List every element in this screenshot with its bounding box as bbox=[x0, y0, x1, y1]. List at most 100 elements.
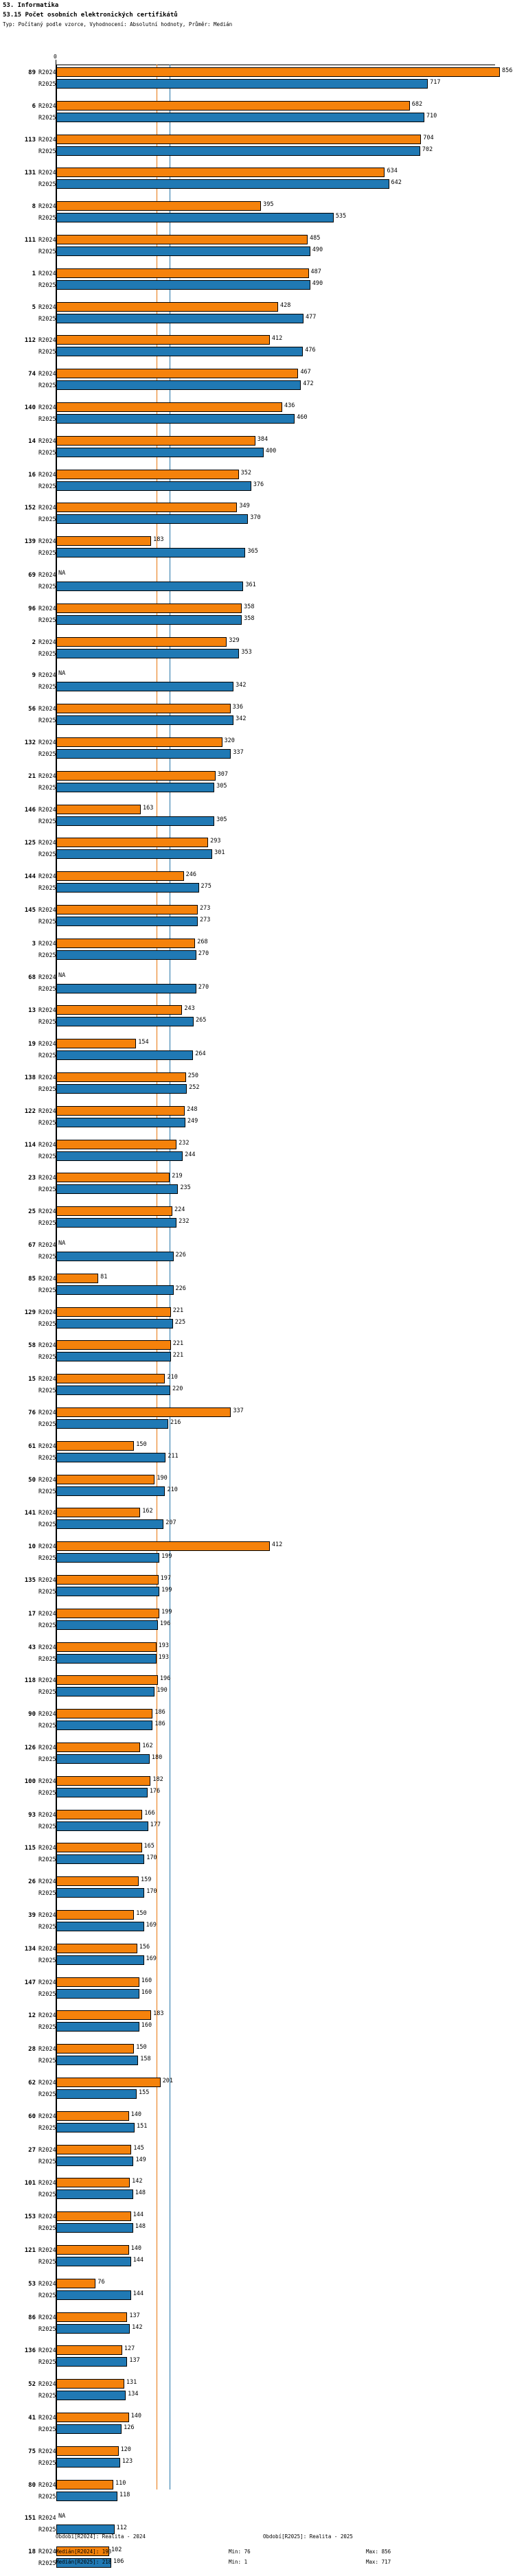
bar-value-label: 162 bbox=[142, 1743, 153, 1749]
bar bbox=[56, 514, 249, 525]
series-row-label: R2024 bbox=[38, 270, 56, 277]
bar-group: 136 R2024 127 R2025 137 bbox=[0, 2343, 515, 2376]
category-label: 113 bbox=[24, 136, 36, 143]
series-row-label: R2025 bbox=[38, 2560, 56, 2568]
bar-group: 100 R2024 182 R2025 176 bbox=[0, 1773, 515, 1807]
bar-value-label: 170 bbox=[146, 1888, 157, 1896]
category-label: 145 bbox=[24, 907, 36, 914]
bar-value-label: 177 bbox=[150, 1821, 161, 1828]
bar-value-label: 131 bbox=[126, 2379, 137, 2387]
bar-value-label: 127 bbox=[124, 2345, 135, 2353]
category-label: 53 bbox=[28, 2280, 36, 2288]
series-row-label: R2024 bbox=[38, 1577, 56, 1584]
series-row-label: R2025 bbox=[38, 1153, 56, 1160]
bar-value-label: 365 bbox=[247, 548, 258, 555]
bar-value-label: 270 bbox=[198, 950, 209, 957]
bar-value-label: NA bbox=[58, 1240, 66, 1247]
bar-value-label: 353 bbox=[241, 648, 252, 656]
bar-value-label: 264 bbox=[195, 1050, 206, 1058]
bar bbox=[56, 2089, 137, 2099]
bar-value-label: 156 bbox=[139, 1943, 150, 1951]
series-row-label: R2025 bbox=[38, 349, 56, 356]
series-row-label: R2024 bbox=[38, 672, 56, 680]
bar bbox=[56, 2010, 152, 2021]
series-row-label: R2025 bbox=[38, 1053, 56, 1060]
category-label: 41 bbox=[28, 2415, 36, 2422]
bar bbox=[56, 380, 301, 391]
bar-group: 126 R2024 162 R2025 180 bbox=[0, 1740, 515, 1773]
bar-group: 129 R2024 221 R2025 225 bbox=[0, 1304, 515, 1338]
series-row-label: R2025 bbox=[38, 1756, 56, 1763]
series-row-label: R2024 bbox=[38, 2415, 56, 2422]
bar-value-label: 710 bbox=[426, 112, 437, 119]
category-label: 89 bbox=[28, 69, 36, 76]
bar bbox=[56, 67, 501, 77]
bar-group: 115 R2024 165 R2025 170 bbox=[0, 1840, 515, 1874]
category-label: 90 bbox=[28, 1711, 36, 1718]
bar-value-label: 180 bbox=[151, 1754, 163, 1761]
series-row-label: R2025 bbox=[38, 784, 56, 792]
bar-value-label: 349 bbox=[239, 503, 250, 510]
bar-group: 68 R2024 NA R2025 270 bbox=[0, 969, 515, 1003]
series-row-label: R2025 bbox=[38, 2459, 56, 2467]
bar bbox=[56, 1553, 160, 1563]
page-title: 53.15 Počet osobních elektronických cert… bbox=[3, 12, 178, 19]
bar-value-label: 305 bbox=[216, 816, 227, 823]
bar bbox=[56, 1486, 165, 1496]
bar-value-label: 477 bbox=[305, 313, 317, 321]
bar-value-label: 342 bbox=[236, 682, 247, 689]
bar bbox=[56, 313, 304, 323]
stat-max-2024: Max: 856 bbox=[366, 2549, 391, 2555]
bar bbox=[56, 1821, 148, 1831]
bar-value-label: 120 bbox=[120, 2446, 131, 2453]
stat-median-2024: Medián[R2024]: 193 bbox=[56, 2549, 112, 2555]
series-row-label: R2024 bbox=[38, 974, 56, 981]
category-label: 111 bbox=[24, 237, 36, 244]
bar-value-label: 642 bbox=[391, 179, 402, 187]
bar bbox=[56, 481, 251, 491]
series-row-label: R2024 bbox=[38, 1543, 56, 1551]
bar-value-label: NA bbox=[58, 971, 66, 979]
category-label: 50 bbox=[28, 1476, 36, 1484]
bar bbox=[56, 1775, 151, 1786]
bar-value-label: 151 bbox=[136, 2122, 148, 2130]
series-row-label: R2025 bbox=[38, 1119, 56, 1127]
bar bbox=[56, 1407, 231, 1417]
category-label: 8 bbox=[32, 203, 36, 211]
bar bbox=[56, 1139, 177, 1149]
bar bbox=[56, 435, 255, 446]
category-label: 6 bbox=[32, 102, 36, 110]
bar-group: 50 R2024 190 R2025 210 bbox=[0, 1472, 515, 1506]
bar bbox=[56, 1620, 158, 1630]
legend-period-2025: Období[R2025]: Realita - 2025 bbox=[263, 2533, 353, 2540]
category-label: 43 bbox=[28, 1644, 36, 1651]
bar bbox=[56, 1910, 135, 1920]
series-row-label: R2025 bbox=[38, 2158, 56, 2165]
category-label: 68 bbox=[28, 974, 36, 981]
bar-value-label: 856 bbox=[502, 67, 513, 74]
bar bbox=[56, 469, 239, 479]
series-row-label: R2024 bbox=[38, 1610, 56, 1618]
bar-value-label: 376 bbox=[253, 481, 264, 488]
bar-value-label: 400 bbox=[265, 447, 277, 455]
series-row-label: R2025 bbox=[38, 2124, 56, 2132]
series-row-label: R2024 bbox=[38, 739, 56, 746]
series-row-label: R2024 bbox=[38, 1811, 56, 1819]
bar-group: 86 R2024 137 R2025 142 bbox=[0, 2310, 515, 2343]
bar-value-label: 634 bbox=[387, 168, 398, 175]
bar bbox=[56, 2312, 128, 2322]
bar-group: 96 R2024 358 R2025 358 bbox=[0, 601, 515, 634]
bar-group: 80 R2024 110 R2025 118 bbox=[0, 2477, 515, 2511]
series-row-label: R2024 bbox=[38, 1242, 56, 1249]
bar-value-label: 342 bbox=[236, 715, 247, 723]
bar-value-label: 196 bbox=[159, 1620, 171, 1627]
bar bbox=[56, 179, 389, 189]
bar-group: 19 R2024 154 R2025 264 bbox=[0, 1036, 515, 1070]
bar bbox=[56, 1675, 158, 1686]
category-label: 14 bbox=[28, 437, 36, 445]
bar bbox=[56, 112, 424, 122]
bar-value-label: 126 bbox=[124, 2424, 135, 2431]
bar-value-label: 183 bbox=[153, 2010, 164, 2018]
series-row-label: R2025 bbox=[38, 717, 56, 725]
